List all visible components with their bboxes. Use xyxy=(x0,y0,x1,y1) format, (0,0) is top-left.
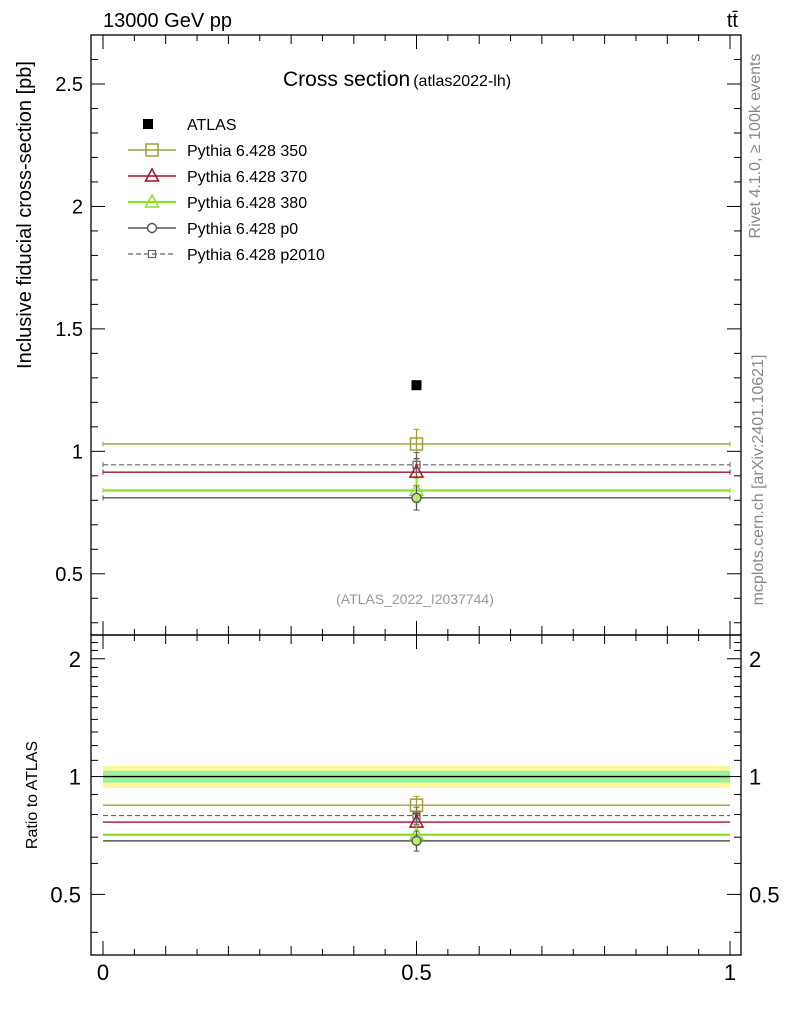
series-marker xyxy=(412,460,421,469)
ratio-marker xyxy=(409,798,424,812)
plot-title-main: Cross section xyxy=(283,68,410,91)
legend-marker xyxy=(144,167,160,182)
y-tick-label: 0.5 xyxy=(55,564,83,586)
header-left: 13000 GeV pp xyxy=(103,10,232,32)
side-label-top: Rivet 4.1.0, ≥ 100k events xyxy=(747,54,764,239)
ratio-tick-label-left: 2 xyxy=(69,647,81,672)
y-tick-label: 1 xyxy=(72,441,83,463)
ratio-marker-fill xyxy=(412,836,421,846)
x-tick-label: 1 xyxy=(724,960,736,985)
plot-title: Cross section (atlas2022-lh) xyxy=(283,68,511,91)
series-marker xyxy=(408,463,425,478)
plot-title-tag: (atlas2022-lh) xyxy=(413,73,511,90)
legend-label: Pythia 6.428 p0 xyxy=(187,221,298,238)
legend-label: Pythia 6.428 380 xyxy=(187,195,307,212)
series-marker xyxy=(411,492,422,504)
side-label-bottom: mcplots.cern.ch [arXiv:2401.10621] xyxy=(750,355,767,606)
y-tick-label: 2.5 xyxy=(55,74,83,96)
legend-marker-bg xyxy=(148,224,156,232)
legend-marker xyxy=(146,222,158,234)
x-tick-label: 0 xyxy=(97,960,109,985)
y-tick-label: 2 xyxy=(72,196,83,218)
series-marker-fill xyxy=(412,493,421,503)
ratio-tick-label-left: 0.5 xyxy=(50,882,81,907)
header-right: tt̄ xyxy=(727,10,739,32)
legend-label-atlas: ATLAS xyxy=(187,117,237,134)
ratio-tick-label-left: 1 xyxy=(69,765,81,790)
atlas-data-point xyxy=(411,380,422,391)
y-axis-label: Inclusive fiducial cross-section [pb] xyxy=(14,61,36,369)
series-marker xyxy=(409,437,424,451)
ratio-tick-label-right: 2 xyxy=(749,647,761,672)
legend-label: Pythia 6.428 p2010 xyxy=(187,247,325,264)
ratio-tick-label-right: 0.5 xyxy=(749,882,780,907)
legend-marker-atlas xyxy=(143,119,153,129)
x-tick-label: 0.5 xyxy=(401,960,432,985)
ratio-marker xyxy=(412,811,421,820)
legend-label: Pythia 6.428 370 xyxy=(187,169,307,186)
ratio-tick-label-right: 1 xyxy=(749,765,761,790)
ratio-marker xyxy=(411,835,422,847)
legend-marker xyxy=(145,143,159,157)
legend-label: Pythia 6.428 350 xyxy=(187,143,307,160)
legend-marker xyxy=(144,193,160,208)
legend-marker xyxy=(147,249,157,259)
analysis-watermark: (ATLAS_2022_I2037744) xyxy=(336,591,494,607)
ratio-y-axis-label: Ratio to ATLAS xyxy=(24,741,41,849)
y-tick-label: 1.5 xyxy=(55,319,83,341)
ratio-plot-frame xyxy=(90,634,742,956)
